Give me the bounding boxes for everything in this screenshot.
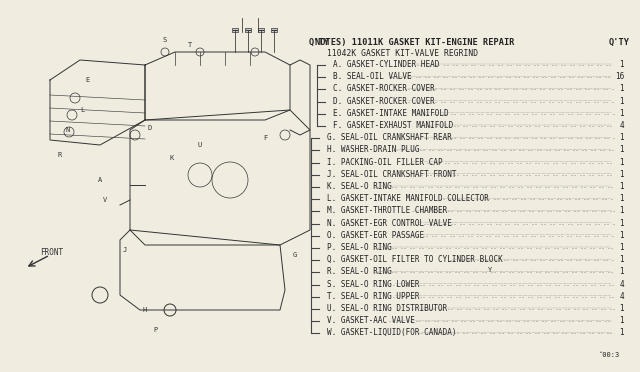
Text: F. GASKET-EXHAUST MANIFOLD: F. GASKET-EXHAUST MANIFOLD [333,121,453,130]
Bar [245,28,251,32]
Text: M. GASKET-THROTTLE CHAMBER: M. GASKET-THROTTLE CHAMBER [327,206,447,215]
Text: S: S [163,37,167,43]
Text: P: P [153,327,157,333]
Text: 1: 1 [620,328,624,337]
Text: 1: 1 [620,158,624,167]
Text: FRONT: FRONT [40,247,63,257]
Text: T. SEAL-O RING UPPER: T. SEAL-O RING UPPER [327,292,419,301]
Text: D. GASKET-ROCKER COVER: D. GASKET-ROCKER COVER [333,97,435,106]
Text: 1: 1 [620,304,624,313]
Text: Q. GASKET-OIL FILTER TO CYLINDER BLOCK: Q. GASKET-OIL FILTER TO CYLINDER BLOCK [327,255,503,264]
Text: 1: 1 [620,133,624,142]
Text: L. GASKET-INTAKE MANIFOLD COLLECTOR: L. GASKET-INTAKE MANIFOLD COLLECTOR [327,194,489,203]
Text: J: J [123,247,127,253]
Text: P. SEAL-O RING: P. SEAL-O RING [327,243,392,252]
Text: 1: 1 [620,182,624,191]
Text: A. GASKET-CYLINDER HEAD: A. GASKET-CYLINDER HEAD [333,60,440,69]
Text: O. GASKET-EGR PASSAGE: O. GASKET-EGR PASSAGE [327,231,424,240]
Text: 1: 1 [620,109,624,118]
Text: N. GASKET-EGR CONTROL VALVE: N. GASKET-EGR CONTROL VALVE [327,219,452,228]
Text: W. GASKET-LIQUID(FOR CANADA): W. GASKET-LIQUID(FOR CANADA) [327,328,456,337]
Text: NOTES) 11011K GASKET KIT-ENGINE REPAIR: NOTES) 11011K GASKET KIT-ENGINE REPAIR [315,38,515,47]
Text: 1: 1 [620,243,624,252]
Text: V. GASKET-AAC VALVE: V. GASKET-AAC VALVE [327,316,415,325]
Text: U. SEAL-O RING DISTRIBUTOR: U. SEAL-O RING DISTRIBUTOR [327,304,447,313]
Text: 1: 1 [620,170,624,179]
Text: G. SEAL-OIL CRANKSHAFT REAR: G. SEAL-OIL CRANKSHAFT REAR [327,133,452,142]
Bar [232,28,238,32]
Text: R. SEAL-O RING: R. SEAL-O RING [327,267,392,276]
Text: A: A [98,177,102,183]
Text: H. WASHER-DRAIN PLUG: H. WASHER-DRAIN PLUG [327,145,419,154]
Text: H: H [143,307,147,313]
Text: 1: 1 [620,219,624,228]
Text: 1: 1 [620,316,624,325]
Text: 1: 1 [620,60,624,69]
Text: 4: 4 [620,121,624,130]
Text: 1: 1 [620,97,624,106]
Text: E: E [86,77,90,83]
Bar [271,28,277,32]
Text: L: L [80,107,84,113]
Text: 16: 16 [615,72,624,81]
Text: K: K [170,155,174,161]
Text: K. SEAL-O RING: K. SEAL-O RING [327,182,392,191]
Bar [258,28,264,32]
Text: G: G [293,252,297,258]
Text: 1: 1 [620,194,624,203]
Text: 1: 1 [620,145,624,154]
Text: S. SEAL-O RING LOWER: S. SEAL-O RING LOWER [327,280,419,289]
Text: V: V [103,197,107,203]
Text: 1: 1 [620,206,624,215]
Text: 1: 1 [620,84,624,93]
Text: D: D [148,125,152,131]
Text: F: F [263,135,267,141]
Text: B. SEAL-OIL VALVE: B. SEAL-OIL VALVE [333,72,412,81]
Text: R: R [58,152,62,158]
Text: N: N [66,127,70,133]
Text: 1: 1 [620,267,624,276]
Text: T: T [188,42,192,48]
Text: Q'TY: Q'TY [609,38,630,47]
Text: 4: 4 [620,280,624,289]
Text: Q'TY: Q'TY [309,38,330,47]
Text: I. PACKING-OIL FILLER CAP: I. PACKING-OIL FILLER CAP [327,158,443,167]
Text: 4: 4 [620,292,624,301]
Text: J. SEAL-OIL CRANKSHAFT FRONT: J. SEAL-OIL CRANKSHAFT FRONT [327,170,456,179]
Text: U: U [198,142,202,148]
Text: 11042K GASKET KIT-VALVE REGRIND: 11042K GASKET KIT-VALVE REGRIND [327,49,478,58]
Text: Y: Y [488,267,492,273]
Text: ˆ00:3: ˆ00:3 [599,352,620,358]
Text: 1: 1 [620,255,624,264]
Text: E. GASKET-INTAKE MANIFOLD: E. GASKET-INTAKE MANIFOLD [333,109,449,118]
Text: C. GASKET-ROCKER COVER: C. GASKET-ROCKER COVER [333,84,435,93]
Text: 1: 1 [620,231,624,240]
